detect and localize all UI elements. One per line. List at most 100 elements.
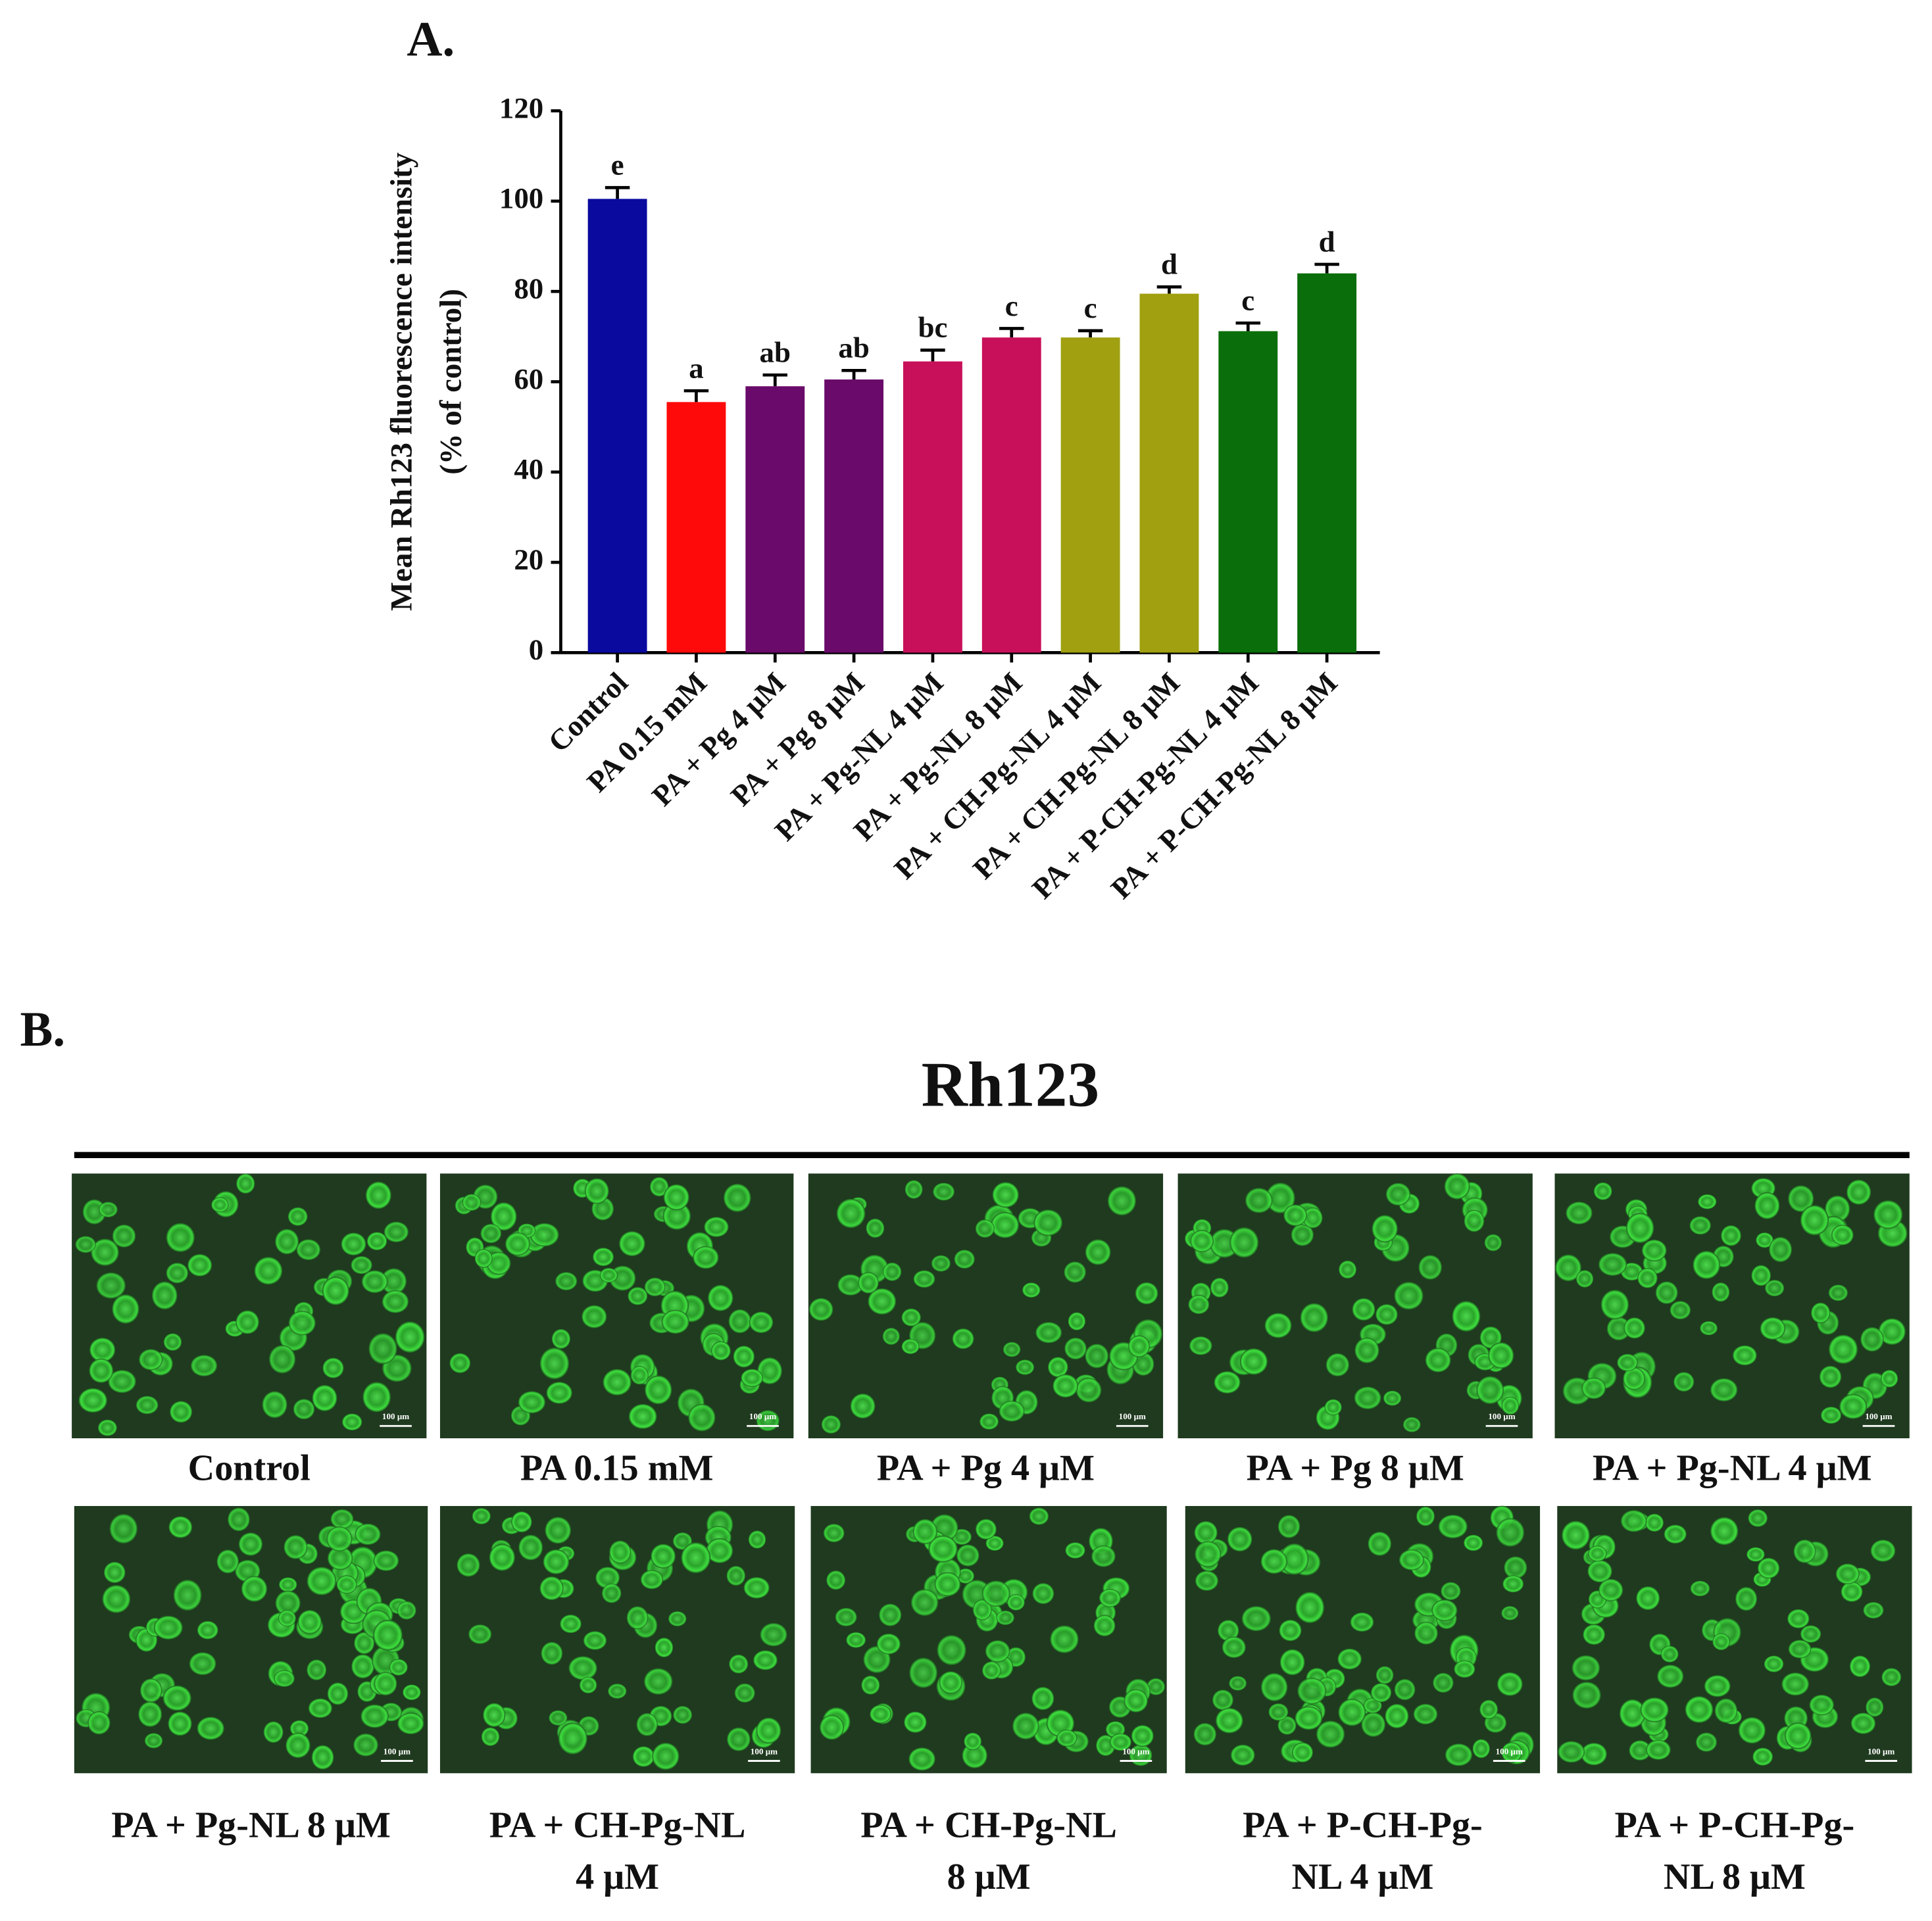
cell <box>1239 1348 1268 1375</box>
cell <box>1394 1678 1416 1701</box>
cell <box>1501 1396 1520 1415</box>
cell <box>1076 1378 1102 1403</box>
cell <box>1214 1371 1241 1394</box>
cell <box>403 1684 421 1701</box>
cell <box>1279 1649 1305 1676</box>
cell <box>1617 1353 1638 1372</box>
cell <box>1764 1279 1785 1297</box>
image-label: NL 4 μM <box>1291 1857 1433 1897</box>
cell <box>75 1236 96 1253</box>
cell <box>753 1650 778 1670</box>
scale-bar-label: 100 μm <box>749 1411 776 1421</box>
cell <box>1598 1578 1623 1601</box>
cell <box>1414 1622 1438 1645</box>
cell <box>1735 1586 1758 1611</box>
cell <box>1241 1606 1271 1632</box>
cell <box>1751 1265 1771 1286</box>
cell <box>668 1611 687 1627</box>
cell <box>336 1575 357 1594</box>
cell <box>912 1519 937 1544</box>
cell <box>228 1507 250 1532</box>
cell <box>173 1580 202 1611</box>
cell <box>1558 1741 1585 1763</box>
cell <box>1368 1531 1392 1556</box>
bar <box>981 337 1041 653</box>
cell <box>1484 1234 1502 1252</box>
cell <box>979 1413 999 1430</box>
cell <box>1800 1625 1821 1643</box>
cell <box>1606 1317 1631 1341</box>
cell <box>138 1701 162 1727</box>
cell <box>1383 1390 1402 1406</box>
cell <box>546 1382 572 1404</box>
cell <box>1712 1633 1730 1651</box>
cell <box>748 1530 766 1549</box>
cell <box>1841 1581 1863 1602</box>
cell <box>1501 1742 1522 1763</box>
cell <box>163 1333 182 1351</box>
image-label: PA + CH-Pg-NL <box>489 1805 746 1845</box>
cell <box>89 1358 114 1383</box>
cell <box>457 1553 480 1577</box>
panel-title: Rh123 <box>922 1049 1100 1120</box>
cell <box>1212 1690 1234 1711</box>
image-label: PA + Pg-NL 4 μM <box>1593 1447 1872 1488</box>
cell <box>837 1274 864 1296</box>
cell <box>1302 1207 1323 1228</box>
cell <box>1593 1182 1612 1200</box>
cell <box>1012 1713 1039 1739</box>
cell <box>972 1599 992 1620</box>
cell <box>1245 1188 1273 1213</box>
cell <box>1188 1295 1210 1315</box>
cell <box>1375 1303 1398 1325</box>
cell <box>1756 1232 1773 1248</box>
cell <box>640 1570 664 1590</box>
cell <box>235 1310 259 1334</box>
cell <box>870 1705 891 1724</box>
cell <box>1316 1720 1345 1748</box>
cell <box>1433 1672 1454 1693</box>
cell <box>1819 1365 1842 1388</box>
cell <box>908 1747 935 1771</box>
scale-bar-label: 100 μm <box>1122 1746 1149 1756</box>
cell <box>1399 1549 1424 1570</box>
cell <box>1655 1281 1678 1304</box>
cell <box>1781 1672 1810 1696</box>
cell <box>601 1583 622 1603</box>
y-axis-label: (% of control) <box>433 289 468 474</box>
cell <box>933 1182 955 1201</box>
cell <box>956 1544 979 1567</box>
cell <box>1463 1534 1483 1551</box>
cell <box>1785 1722 1812 1749</box>
cell <box>913 1270 935 1288</box>
cell <box>241 1576 268 1602</box>
cell <box>162 1685 191 1711</box>
cell <box>728 1309 752 1334</box>
cell <box>97 1419 117 1436</box>
cell <box>365 1181 391 1209</box>
cell <box>539 1348 570 1380</box>
cell <box>1878 1318 1906 1346</box>
cell <box>626 1606 649 1630</box>
cell <box>1660 1645 1679 1663</box>
cell <box>1454 1660 1475 1678</box>
cell <box>1291 1223 1314 1246</box>
micrograph: 100 μm <box>439 1173 794 1439</box>
cell <box>734 1683 755 1703</box>
cell <box>1352 1298 1375 1321</box>
cell <box>1099 1589 1121 1607</box>
cell <box>1227 1526 1252 1552</box>
significance-letter: e <box>611 149 624 182</box>
cell <box>1230 1744 1255 1766</box>
cell <box>1502 1575 1524 1593</box>
cell <box>481 1727 500 1747</box>
cell <box>681 1542 711 1574</box>
cell <box>1279 1619 1302 1641</box>
cell <box>1738 1716 1766 1744</box>
cell <box>1881 1668 1902 1687</box>
bar <box>903 361 962 653</box>
cell <box>928 1535 958 1563</box>
cell <box>263 1721 284 1743</box>
cell <box>1445 1743 1473 1766</box>
cell <box>649 1177 669 1197</box>
